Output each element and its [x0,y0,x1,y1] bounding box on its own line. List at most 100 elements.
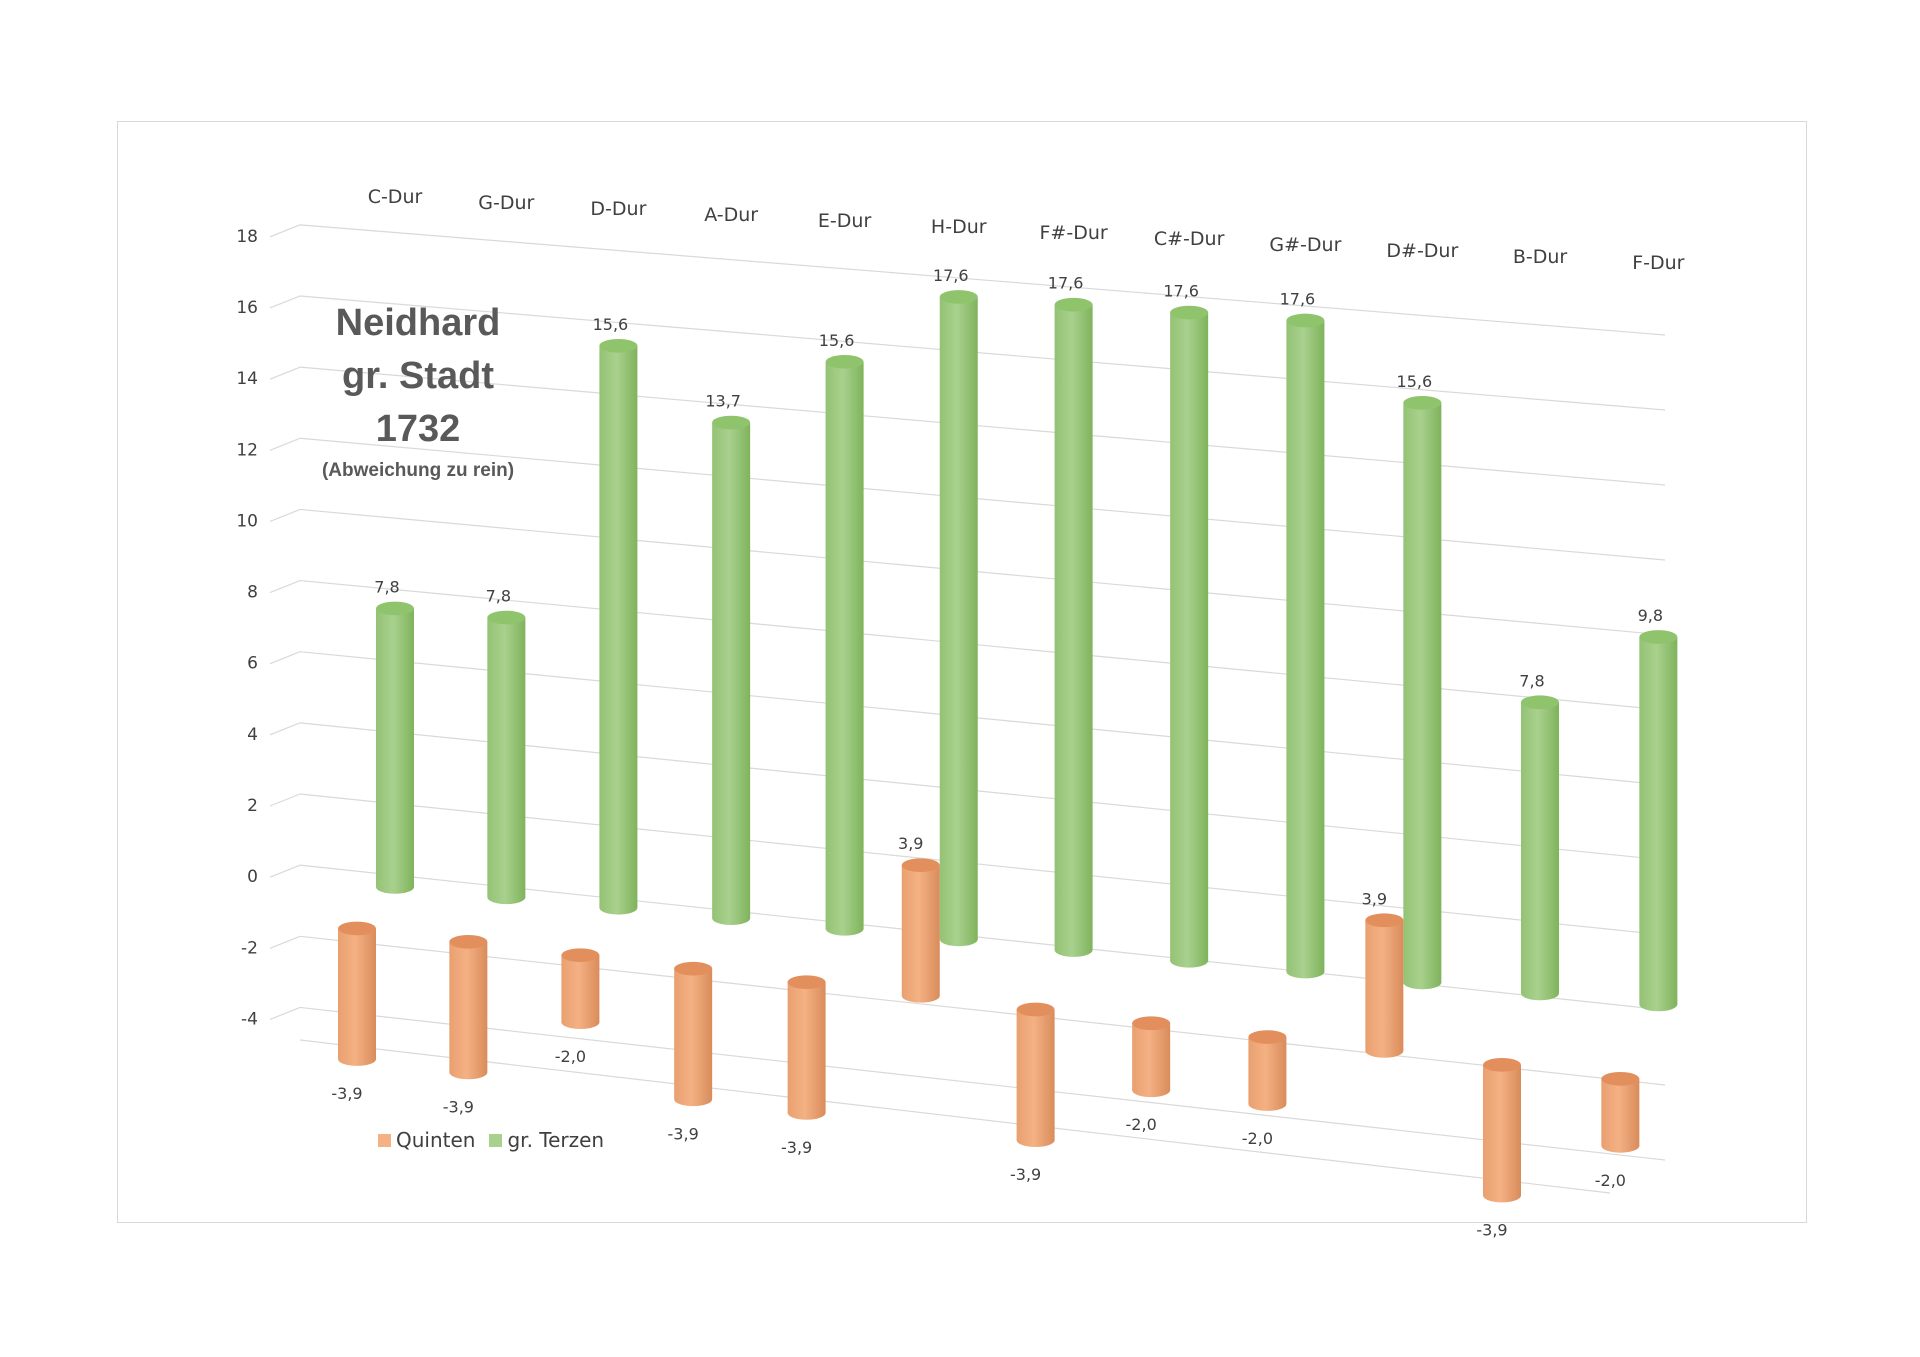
gridline [299,1006,1666,1161]
floor-line [299,1039,1611,1194]
chart-title-line-3: 1732 [375,408,461,450]
gridline-side [269,651,301,665]
bar-quinten [1016,1002,1055,1147]
bar-quinten [787,975,826,1120]
legend-swatch-terzen [489,1133,503,1147]
gridline-side [269,722,301,736]
y-tick-label: 10 [236,511,258,531]
bar-gr-terzen [376,601,414,894]
gridline-side [269,793,301,807]
bar-quinten [1248,1030,1287,1111]
data-label-quinten: -2,0 [1242,1129,1273,1148]
legend-item-terzen: gr. Terzen [489,1128,604,1152]
data-label-gr-terzen: 17,6 [1048,274,1084,293]
x-tick-label: F#-Dur [1039,222,1107,244]
gridline [299,935,1666,1086]
data-label-quinten: 3,9 [898,834,923,853]
data-label-quinten: -3,9 [1010,1165,1041,1184]
data-label-gr-terzen: 15,6 [593,315,629,334]
bar-gr-terzen [1286,313,1325,979]
x-tick-label: B-Dur [1513,246,1568,268]
chart-title-line-2: gr. Stadt [341,355,495,397]
bar-gr-terzen [939,290,978,947]
gridline [299,437,1666,561]
bar-quinten [1483,1058,1521,1203]
bar-quinten [1132,1016,1171,1098]
y-tick-label: 4 [247,725,258,745]
data-label-gr-terzen: 17,6 [1163,282,1199,301]
x-tick-label: D#-Dur [1386,240,1458,262]
y-tick-label: -2 [241,938,258,958]
data-label-gr-terzen: 15,6 [1397,372,1433,391]
gridline-side [269,935,301,949]
bar-gr-terzen [712,415,751,926]
bar-gr-terzen [1054,297,1093,957]
y-tick-label: 6 [247,654,258,674]
data-label-quinten: -3,9 [443,1097,474,1116]
gridline-side [269,580,301,594]
x-tick-label: D-Dur [590,198,646,220]
data-label-quinten: -3,9 [668,1124,699,1143]
x-tick-label: C-Dur [368,186,423,208]
chart-subtitle: (Abweichung zu rein) [321,460,515,481]
data-label-quinten: -2,0 [1126,1115,1157,1134]
bar-gr-terzen [487,610,526,905]
data-label-gr-terzen: 7,8 [486,587,511,606]
data-label-quinten: 3,9 [1362,889,1387,908]
data-label-quinten: -2,0 [555,1047,586,1066]
x-tick-label: G#-Dur [1269,234,1341,256]
y-tick-label: 12 [236,440,258,460]
data-label-gr-terzen: 17,6 [933,266,969,285]
data-label-gr-terzen: 7,8 [374,577,399,596]
bar-gr-terzen [1170,305,1209,968]
x-tick-label: E-Dur [818,210,872,232]
x-tick-label: H-Dur [931,216,987,238]
gridline [299,295,1666,411]
gridline-side [269,224,301,238]
chart-legend: Quinten gr. Terzen [378,1128,604,1152]
gridline-side [269,437,301,451]
bar-quinten [338,921,376,1066]
data-label-gr-terzen: 13,7 [705,392,741,411]
legend-swatch-quinten [378,1133,391,1147]
data-label-gr-terzen: 15,6 [819,331,855,350]
data-label-gr-terzen: 17,6 [1280,290,1316,309]
bar-gr-terzen [1521,695,1559,1001]
bar-quinten [1365,913,1404,1058]
y-tick-label: -4 [241,1009,258,1029]
bar-gr-terzen [1639,630,1678,1012]
bar-quinten [901,858,940,1003]
bar-gr-terzen [599,338,638,915]
data-label-quinten: -3,9 [1476,1221,1507,1240]
bar-gr-terzen [825,354,864,936]
x-tick-label: G-Dur [478,192,534,214]
bar-quinten [1601,1072,1640,1153]
y-tick-label: 16 [236,298,258,318]
y-tick-label: 0 [247,867,258,887]
legend-label-quinten: Quinten [396,1128,476,1152]
gridline-side [269,508,301,522]
x-tick-label: C#-Dur [1154,228,1225,250]
y-tick-label: 14 [236,369,258,389]
data-label-quinten: -3,9 [331,1084,362,1103]
x-tick-label: A-Dur [704,204,758,226]
chart-title-line-1: Neidhard [335,302,501,344]
data-label-gr-terzen: 7,8 [1519,671,1544,690]
y-tick-label: 2 [247,796,258,816]
bar-gr-terzen [1403,395,1442,990]
bar-quinten [449,934,488,1080]
gridline-side [269,295,301,309]
y-tick-label: 8 [247,583,258,603]
y-tick-label: 18 [236,227,258,247]
legend-item-quinten: Quinten [378,1128,475,1152]
data-label-quinten: -2,0 [1595,1171,1626,1190]
gridline-side [269,1006,301,1020]
gridline [299,224,1666,336]
legend-label-terzen: gr. Terzen [507,1128,605,1152]
data-label-quinten: -3,9 [781,1138,812,1157]
bar-quinten [561,948,600,1030]
data-label-gr-terzen: 9,8 [1638,606,1663,625]
gridline-side [269,366,301,380]
x-tick-label: F-Dur [1632,252,1684,274]
